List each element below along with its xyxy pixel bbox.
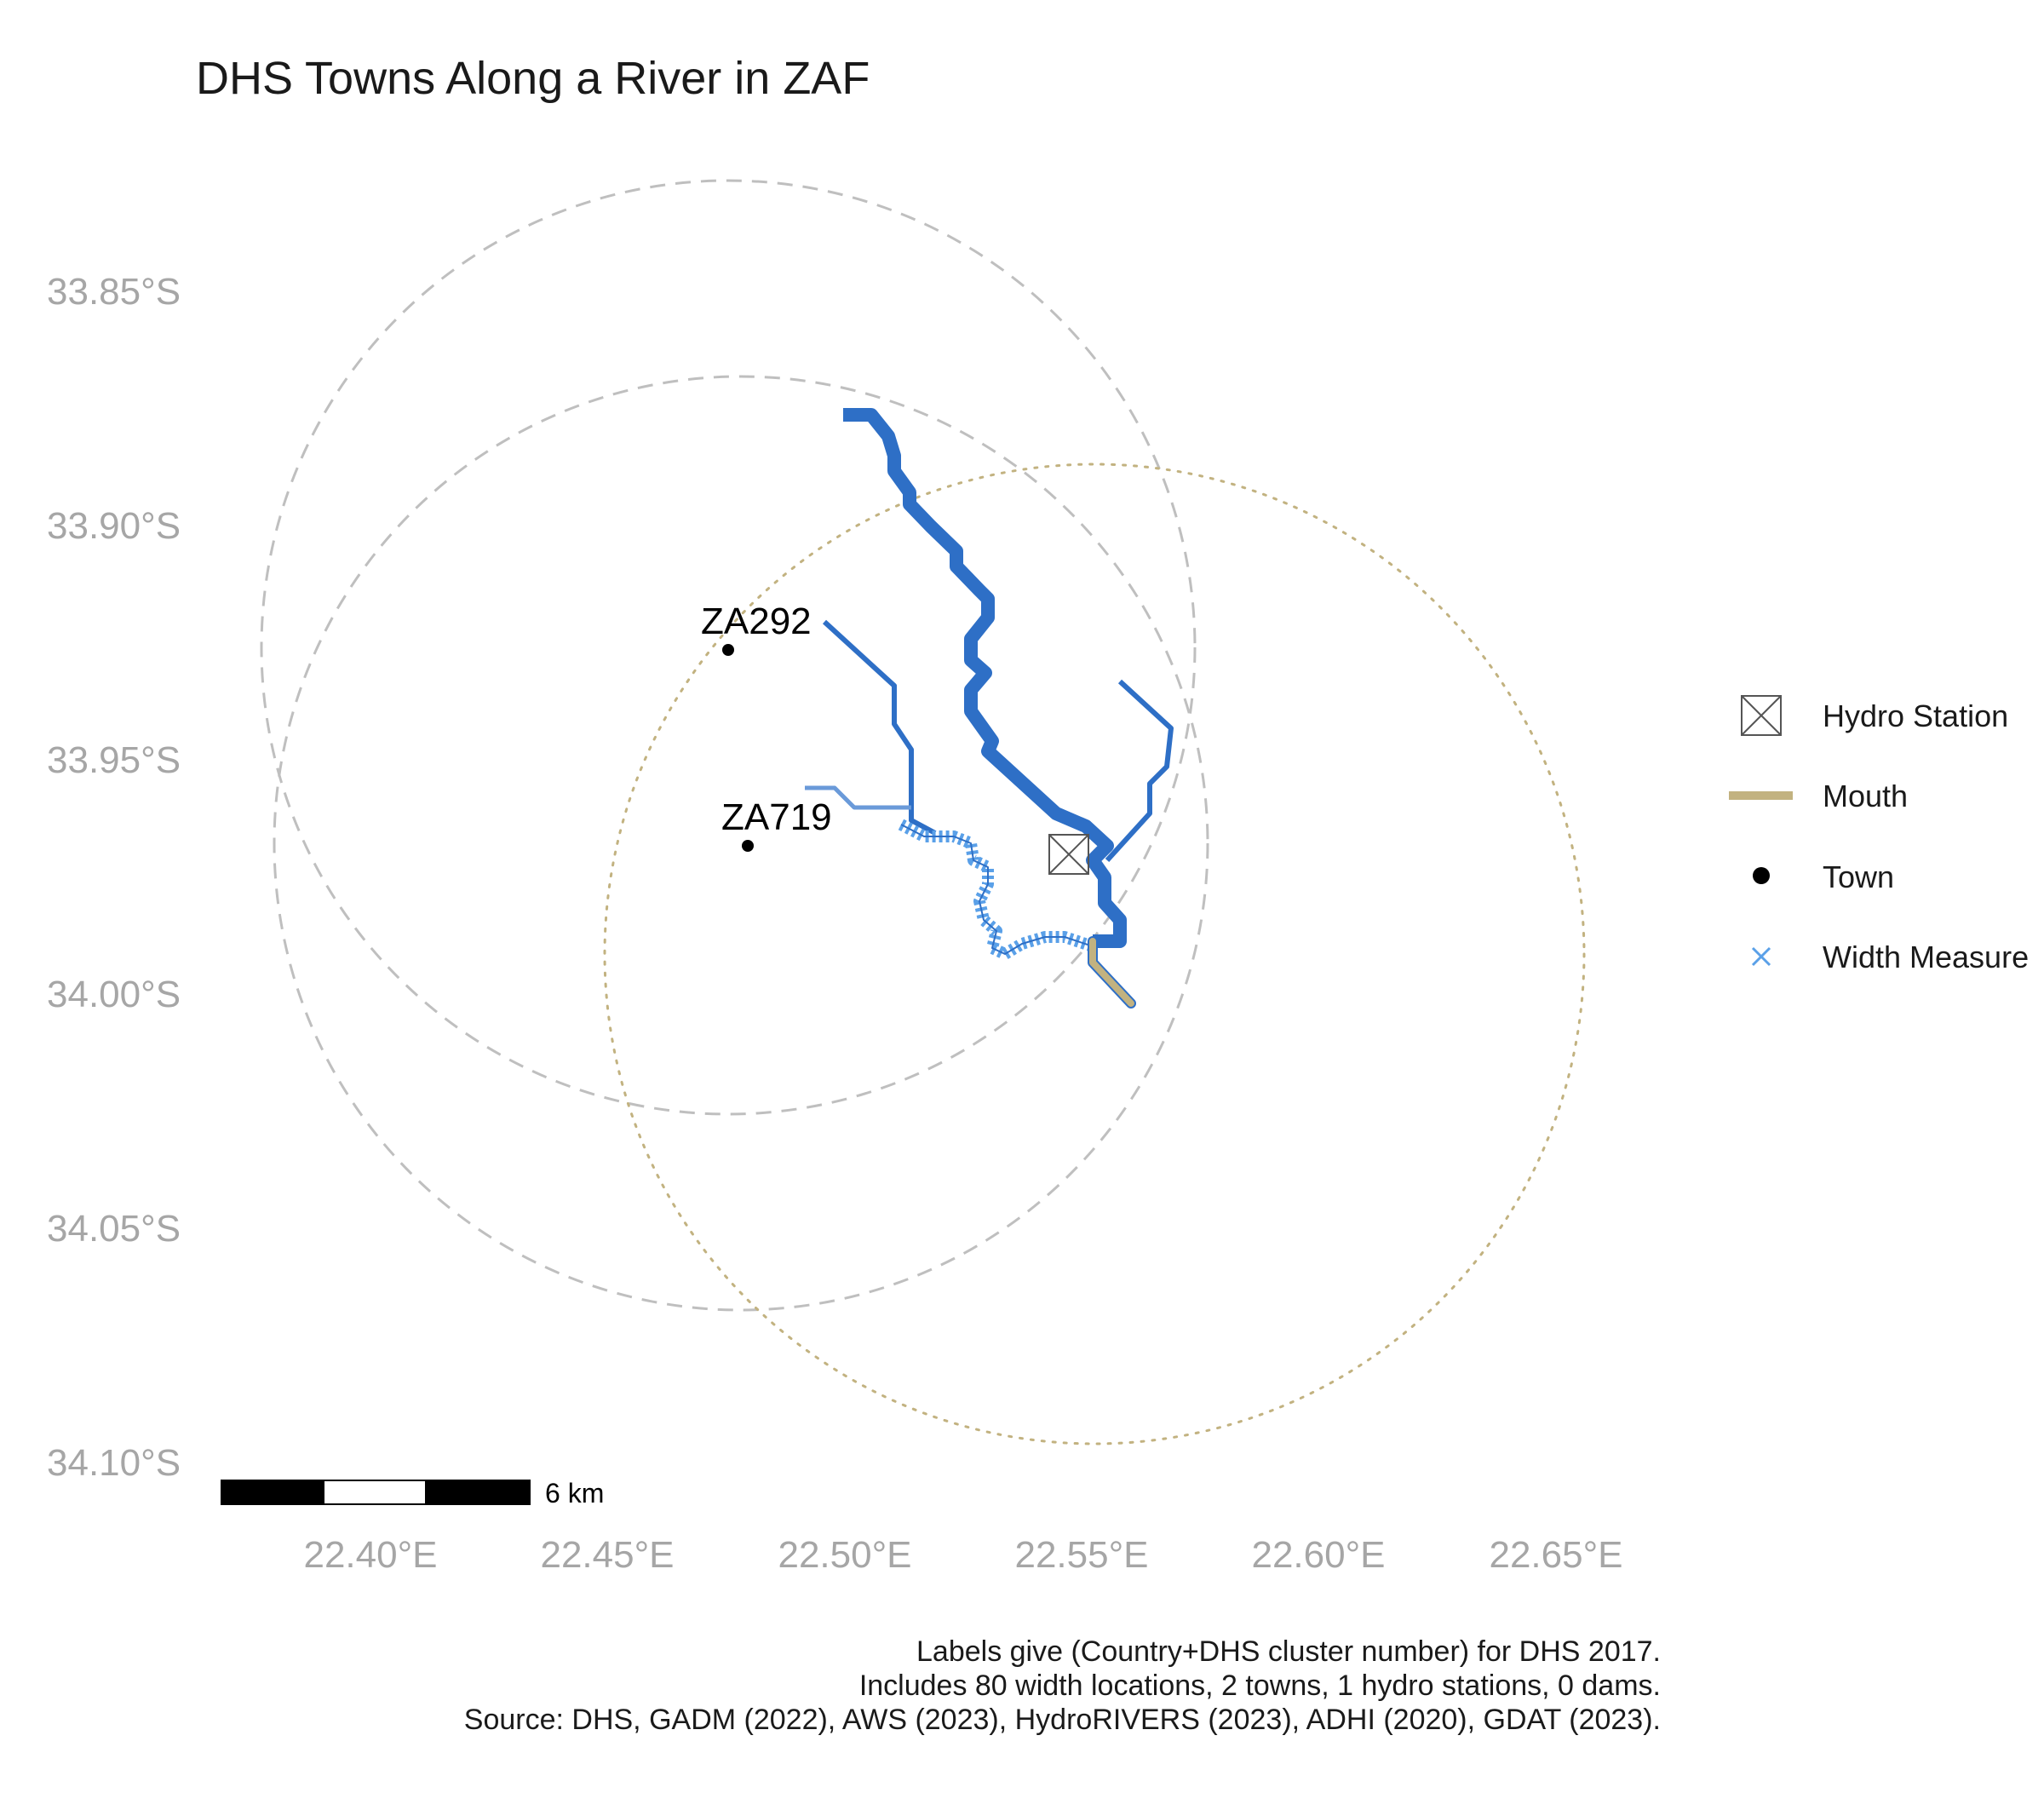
legend-label: Hydro Station: [1823, 698, 2008, 733]
y-tick-label: 34.10°S: [47, 1442, 181, 1484]
x-tick-label: 22.60°E: [1251, 1534, 1385, 1576]
buffer-circle-town-1: [260, 179, 1197, 1116]
x-tick-label: 22.65°E: [1489, 1534, 1622, 1576]
caption-line-2: Includes 80 width locations, 2 towns, 1 …: [859, 1669, 1661, 1702]
town-dot-icon: [1753, 867, 1770, 884]
town-dot-icon: [742, 840, 754, 852]
x-tick-label: 22.55°E: [1014, 1534, 1148, 1576]
main-river-channel: [843, 408, 1127, 948]
buffer-circle-town-2: [273, 375, 1209, 1312]
town-label-za292: ZA292: [701, 601, 812, 642]
y-axis: 33.85°S 33.90°S 33.95°S 34.00°S 34.05°S …: [47, 271, 181, 1484]
y-tick-label: 34.05°S: [47, 1208, 181, 1250]
town-label-za719: ZA719: [721, 796, 832, 838]
hydro-station-icon: [1048, 834, 1089, 875]
caption-line-1: Labels give (Country+DHS cluster number)…: [916, 1635, 1661, 1668]
legend-label: Mouth: [1823, 779, 1908, 813]
hydro-station-icon: [1741, 695, 1782, 736]
scale-bar-label: 6 km: [545, 1478, 604, 1509]
x-tick-label: 22.40°E: [303, 1534, 437, 1576]
x-axis: 22.40°E 22.45°E 22.50°E 22.55°E 22.60°E …: [303, 1534, 1622, 1576]
tributary-west: [822, 619, 937, 836]
caption-line-3: Source: DHS, GADM (2022), AWS (2023), Hy…: [464, 1704, 1661, 1736]
town-dot-icon: [722, 644, 734, 656]
y-tick-label: 34.00°S: [47, 974, 181, 1015]
y-tick-label: 33.95°S: [47, 739, 181, 781]
tributary-light: [805, 785, 911, 810]
scale-bar: 6 km: [221, 1478, 604, 1509]
caption: Labels give (Country+DHS cluster number)…: [464, 1635, 1661, 1736]
buffer-circle-hydro-station: [603, 463, 1586, 1445]
legend-item-town: Town: [1753, 859, 1894, 894]
town-marker-za292: ZA292: [701, 601, 812, 656]
legend-item-mouth: Mouth: [1729, 779, 1908, 813]
lower-river-channel: [900, 824, 1091, 955]
width-measure-x-icon: [1751, 946, 1771, 967]
legend: Hydro Station Mouth Town Width Measure: [1729, 695, 2029, 974]
legend-label: Width Measure: [1823, 940, 2029, 974]
y-tick-label: 33.90°S: [47, 505, 181, 547]
legend-item-hydro-station: Hydro Station: [1741, 695, 2008, 736]
legend-label: Town: [1823, 859, 1894, 894]
tributary-east: [1105, 679, 1174, 863]
x-tick-label: 22.45°E: [540, 1534, 674, 1576]
river-mouth: [1089, 938, 1134, 1007]
y-tick-label: 33.85°S: [47, 271, 181, 313]
x-tick-label: 22.50°E: [778, 1534, 911, 1576]
town-marker-za719: ZA719: [721, 796, 832, 852]
map-title: DHS Towns Along a River in ZAF: [196, 53, 870, 104]
legend-item-width-measure: Width Measure: [1751, 940, 2029, 974]
